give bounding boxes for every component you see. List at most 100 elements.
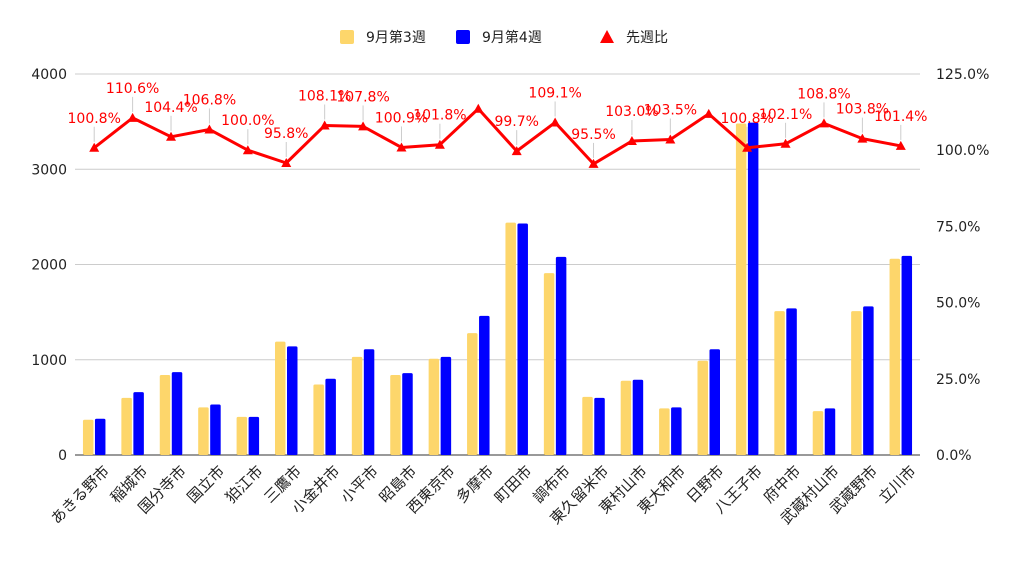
ratio-data-label: 100.8%	[68, 111, 121, 127]
bar	[313, 384, 324, 455]
y-left-tick-label: 0	[58, 448, 67, 464]
ratio-line	[89, 103, 906, 168]
x-category-label: 小平市	[337, 462, 382, 507]
ratio-data-label: 95.5%	[571, 127, 615, 143]
bar	[901, 255, 913, 455]
ratio-point-marker	[319, 120, 330, 130]
bar	[121, 397, 132, 455]
bar	[863, 306, 874, 455]
ratio-point-marker	[550, 117, 561, 127]
y-left-tick-label: 4000	[31, 67, 67, 83]
ratio-point-marker	[742, 142, 753, 152]
y-right-tick-label: 25.0%	[936, 372, 980, 388]
bar	[351, 356, 363, 455]
bar	[82, 419, 94, 455]
bar	[402, 373, 413, 455]
ratio-point-marker	[703, 108, 714, 118]
ratio-data-label: 108.1%	[298, 89, 351, 105]
y-left-tick-label: 3000	[31, 162, 67, 178]
bar	[620, 380, 632, 455]
y-right-tick-label: 0.0%	[936, 448, 972, 464]
bar	[812, 411, 824, 455]
bar	[363, 349, 375, 455]
bar	[428, 358, 440, 455]
bar	[632, 379, 644, 455]
ratio-data-label: 103.8%	[836, 102, 889, 118]
x-category-label: 多摩市	[452, 462, 497, 507]
y-right-tick-label: 75.0%	[936, 219, 980, 235]
ratio-line-path	[93, 107, 902, 166]
bar	[594, 397, 605, 455]
bar	[390, 374, 401, 455]
x-category-label: あきる野市	[47, 462, 113, 528]
bar	[467, 333, 478, 455]
ratio-data-label: 101.8%	[413, 108, 466, 124]
bar	[325, 378, 336, 455]
ratio-point-marker	[396, 142, 407, 152]
y-right-tick-label: 50.0%	[936, 296, 980, 312]
ratio-point-marker	[473, 103, 484, 113]
y-left-tick-label: 1000	[31, 353, 67, 369]
bar	[248, 416, 260, 455]
ratio-data-label: 100.9%	[375, 110, 428, 126]
ratio-point-marker	[242, 145, 253, 155]
ratio-data-label: 103.0%	[605, 104, 658, 120]
bar	[517, 223, 528, 455]
legend-marker-triangle	[600, 30, 614, 43]
bar	[171, 372, 183, 455]
bar	[479, 315, 490, 455]
ratio-data-label: 109.1%	[528, 85, 581, 101]
ratio-point-marker	[89, 142, 100, 152]
bar	[133, 392, 144, 455]
bar	[659, 408, 670, 455]
ratio-data-label: 101.4%	[874, 109, 927, 125]
ratio-data-label: 104.4%	[144, 100, 197, 116]
legend-label: 先週比	[626, 30, 668, 46]
y-right-tick-label: 125.0%	[936, 67, 989, 83]
ratio-data-label: 106.8%	[183, 92, 236, 108]
bar	[824, 408, 836, 455]
bar	[786, 308, 797, 455]
legend-label: 9月第4週	[482, 29, 542, 46]
legend-label: 9月第3週	[366, 29, 426, 46]
bar	[735, 123, 747, 455]
bar	[543, 273, 555, 455]
x-category-label: 狛江市	[222, 462, 267, 507]
ratio-point-marker	[281, 158, 292, 168]
bar	[697, 360, 708, 455]
bar	[709, 349, 720, 455]
ratio-data-label: 102.1%	[759, 107, 812, 123]
ratio-data-label: 108.8%	[797, 86, 850, 102]
ratio-data-label: 95.8%	[264, 126, 308, 142]
bar	[889, 258, 901, 455]
ratio-data-label: 99.7%	[494, 114, 538, 130]
bar	[671, 407, 682, 455]
ratio-point-marker	[166, 131, 177, 141]
ratio-point-marker	[665, 134, 676, 144]
ratio-point-marker	[588, 158, 599, 168]
ratio-point-marker	[857, 133, 868, 143]
ratio-data-label: 107.8%	[336, 89, 389, 105]
ratio-point-marker	[127, 112, 138, 122]
ratio-data-label: 100.8%	[720, 111, 773, 127]
bars	[82, 122, 913, 455]
ratio-data-label: 110.6%	[106, 81, 159, 97]
data-labels: 100.8% 110.6% 104.4%106.8% 100.0%95.8% 108.1…	[68, 81, 927, 158]
y-left-tick-label: 2000	[31, 258, 67, 274]
bar	[555, 256, 567, 455]
legend-swatch	[456, 30, 470, 44]
bar	[210, 404, 221, 455]
legend-swatch	[340, 30, 354, 44]
bar	[275, 341, 286, 455]
ratio-point-marker	[204, 124, 215, 134]
x-category-label: 立川市	[875, 462, 920, 507]
legend: 9月第3週 9月第4週 先週比	[340, 29, 668, 46]
bar	[505, 222, 516, 455]
ratio-point-marker	[780, 138, 791, 148]
y-right-tick-label: 100.0%	[936, 143, 989, 159]
bar	[287, 346, 298, 455]
ratio-point-marker	[895, 140, 906, 150]
bar	[440, 356, 452, 455]
